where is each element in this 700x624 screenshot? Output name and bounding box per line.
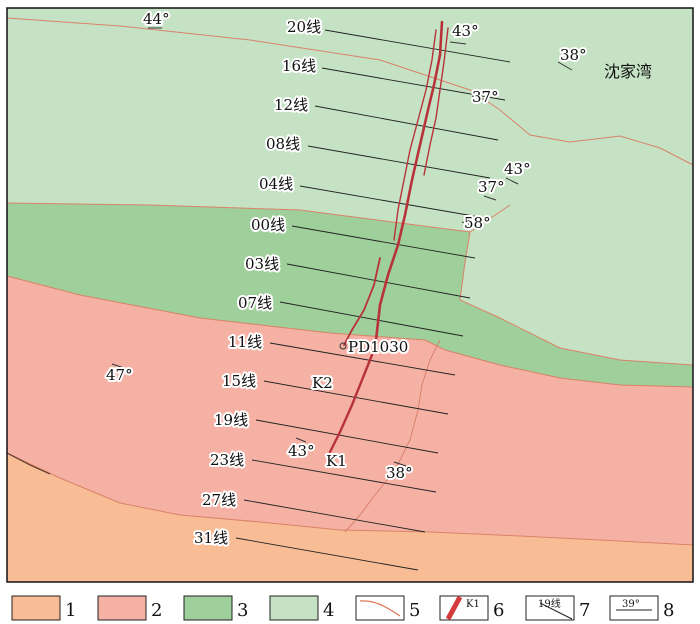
dip-label: 44°	[143, 10, 170, 28]
unit-1-area	[7, 453, 693, 582]
orebody-label-k2: K2	[312, 374, 333, 392]
dip-symbols	[111, 27, 573, 467]
orebody-label-k1: K1	[326, 452, 347, 470]
legend-item-3: 3	[183, 595, 248, 621]
adit-icon	[339, 342, 347, 350]
boundary-line-icon	[359, 600, 401, 617]
svg-text:3: 3	[237, 600, 248, 621]
svg-text:19线: 19线	[538, 597, 561, 610]
legend-item-8: 39° 8	[609, 595, 674, 621]
line-label: 12线	[274, 96, 308, 114]
svg-text:8: 8	[663, 600, 674, 621]
dip-label: 58°	[464, 214, 491, 232]
legend-item-4: 4	[269, 595, 334, 621]
line-label: 15线	[222, 372, 256, 390]
line-label: 00线	[251, 216, 285, 234]
legend: 1 2 3 4 5 K1 6 19线 7	[11, 595, 674, 621]
svg-text:4: 4	[323, 600, 334, 621]
fault-trace	[6, 452, 51, 475]
line-label: 04线	[259, 175, 293, 193]
line-label: 16线	[282, 57, 316, 75]
line-label: 07线	[238, 294, 272, 312]
map-frame	[6, 7, 694, 583]
legend-item-2: 2	[97, 595, 162, 621]
dip-label: 43°	[288, 442, 315, 460]
legend-item-6: K1 6	[439, 595, 504, 621]
line-label: 27线	[202, 491, 236, 509]
adit-label: PD1030	[348, 338, 408, 356]
svg-text:K1: K1	[466, 599, 480, 610]
line-label: 23线	[210, 451, 244, 469]
svg-text:7: 7	[579, 600, 590, 621]
place-name: 沈家湾	[604, 62, 652, 81]
line-label: 20线	[287, 18, 321, 36]
svg-text:5: 5	[409, 600, 420, 621]
dip-label: 43°	[504, 160, 531, 178]
unit-2-area	[7, 276, 693, 582]
dip-label: 38°	[386, 464, 413, 482]
svg-text:39°: 39°	[622, 599, 640, 610]
svg-text:6: 6	[493, 600, 504, 621]
svg-text:2: 2	[151, 600, 162, 621]
dip-label: 47°	[106, 366, 133, 384]
orebody-veins	[328, 20, 449, 454]
legend-item-7: 19线 7	[525, 595, 590, 621]
orebody-icon	[445, 595, 463, 621]
line-label: 19线	[214, 411, 248, 429]
line-label: 08线	[266, 135, 300, 153]
dip-labels: 44° 43° 38° 37° 43° 37° 58° 47° 43° 38°	[104, 8, 589, 484]
dip-label: 37°	[472, 88, 499, 106]
legend-item-5: 5	[355, 595, 420, 621]
geologic-boundaries	[6, 17, 694, 546]
svg-text:1: 1	[65, 600, 76, 621]
exploration-lines	[235, 29, 511, 571]
legend-item-1: 1	[11, 595, 76, 621]
line-label: 31线	[194, 529, 228, 547]
line-label: 03线	[245, 255, 279, 273]
dip-label: 38°	[560, 46, 587, 64]
line-label: 11线	[228, 333, 262, 351]
dip-label: 43°	[452, 22, 479, 40]
line-labels: 20线 16线 12线 08线 04线 00线 03线 07线 11线 15线 …	[192, 16, 323, 549]
dip-label: 37°	[478, 178, 505, 196]
exploration-line-icon	[539, 602, 573, 620]
